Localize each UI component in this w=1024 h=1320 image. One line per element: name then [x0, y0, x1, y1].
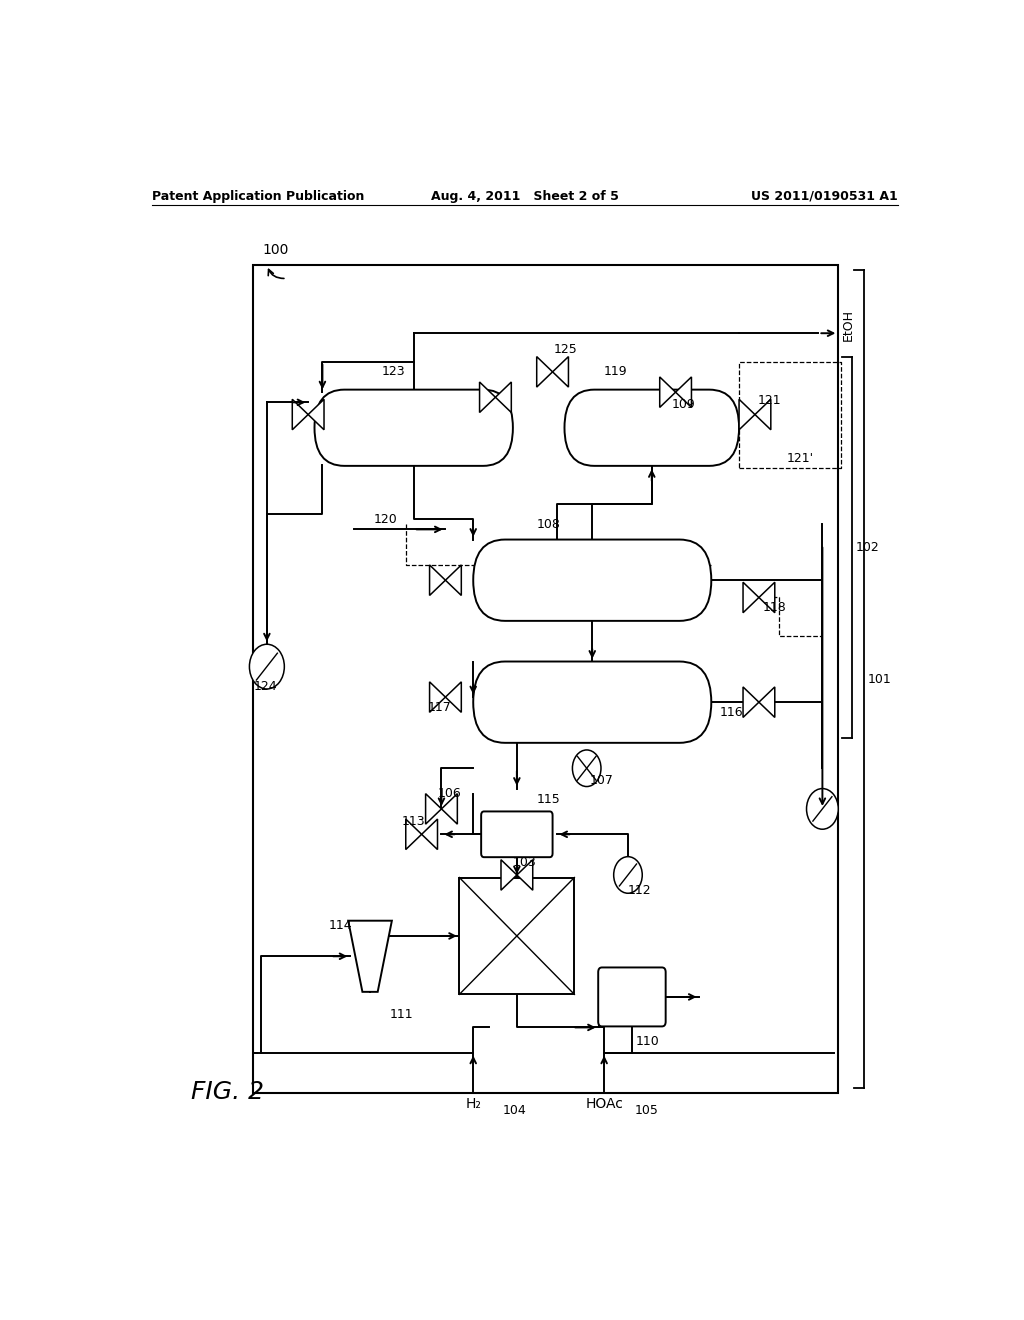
- Text: 114: 114: [329, 919, 352, 932]
- Text: 109: 109: [672, 397, 695, 411]
- FancyBboxPatch shape: [473, 540, 712, 620]
- Polygon shape: [659, 378, 676, 408]
- Text: 111: 111: [390, 1007, 414, 1020]
- Polygon shape: [348, 921, 392, 991]
- Polygon shape: [430, 682, 445, 713]
- FancyBboxPatch shape: [473, 661, 712, 743]
- Bar: [460, 878, 574, 994]
- Text: H₂: H₂: [465, 1097, 481, 1110]
- Polygon shape: [517, 859, 532, 890]
- FancyBboxPatch shape: [481, 812, 553, 857]
- Text: 117: 117: [428, 701, 452, 714]
- Circle shape: [613, 857, 642, 894]
- Text: 119: 119: [604, 364, 628, 378]
- Text: 125: 125: [554, 343, 578, 356]
- Polygon shape: [430, 565, 445, 595]
- Text: 106: 106: [437, 787, 461, 800]
- Circle shape: [250, 644, 285, 689]
- Polygon shape: [743, 686, 759, 718]
- Polygon shape: [501, 859, 517, 890]
- Text: 110: 110: [636, 1035, 659, 1048]
- Text: 112: 112: [628, 883, 651, 896]
- Text: 115: 115: [537, 793, 560, 805]
- Text: 121: 121: [758, 393, 781, 407]
- Circle shape: [807, 788, 839, 829]
- Polygon shape: [537, 356, 553, 387]
- Polygon shape: [479, 381, 496, 412]
- Text: 116: 116: [719, 706, 742, 719]
- Polygon shape: [406, 818, 422, 850]
- Text: 105: 105: [634, 1105, 658, 1117]
- Polygon shape: [743, 582, 759, 612]
- Text: 123: 123: [382, 364, 406, 378]
- Polygon shape: [426, 793, 441, 824]
- Text: FIG. 2: FIG. 2: [191, 1080, 264, 1104]
- Polygon shape: [676, 378, 691, 408]
- Polygon shape: [308, 399, 324, 430]
- Text: 102: 102: [856, 541, 880, 553]
- Polygon shape: [759, 686, 775, 718]
- Text: 113: 113: [401, 814, 425, 828]
- Polygon shape: [292, 399, 308, 430]
- Polygon shape: [553, 356, 568, 387]
- Text: 100: 100: [263, 243, 290, 257]
- Polygon shape: [755, 399, 771, 430]
- Text: 121': 121': [786, 451, 814, 465]
- Bar: [253, 265, 839, 1093]
- FancyBboxPatch shape: [564, 389, 739, 466]
- Text: 120: 120: [374, 512, 397, 525]
- Polygon shape: [445, 682, 462, 713]
- Polygon shape: [441, 793, 458, 824]
- Text: 108: 108: [537, 517, 560, 531]
- Text: Aug. 4, 2011   Sheet 2 of 5: Aug. 4, 2011 Sheet 2 of 5: [431, 190, 618, 202]
- FancyBboxPatch shape: [314, 389, 513, 466]
- Text: 104: 104: [503, 1105, 526, 1117]
- Polygon shape: [422, 818, 437, 850]
- Text: 101: 101: [867, 673, 891, 686]
- Text: HOAc: HOAc: [586, 1097, 623, 1110]
- Text: Patent Application Publication: Patent Application Publication: [152, 190, 365, 202]
- Text: 124: 124: [253, 680, 278, 693]
- Text: 103: 103: [513, 855, 537, 869]
- Polygon shape: [496, 381, 511, 412]
- Text: 107: 107: [590, 774, 613, 787]
- Polygon shape: [759, 582, 775, 612]
- Polygon shape: [445, 565, 462, 595]
- Text: 118: 118: [763, 601, 786, 614]
- Text: EtOH: EtOH: [842, 309, 855, 342]
- Circle shape: [572, 750, 601, 787]
- FancyBboxPatch shape: [598, 968, 666, 1027]
- Text: US 2011/0190531 A1: US 2011/0190531 A1: [751, 190, 898, 202]
- Polygon shape: [739, 399, 755, 430]
